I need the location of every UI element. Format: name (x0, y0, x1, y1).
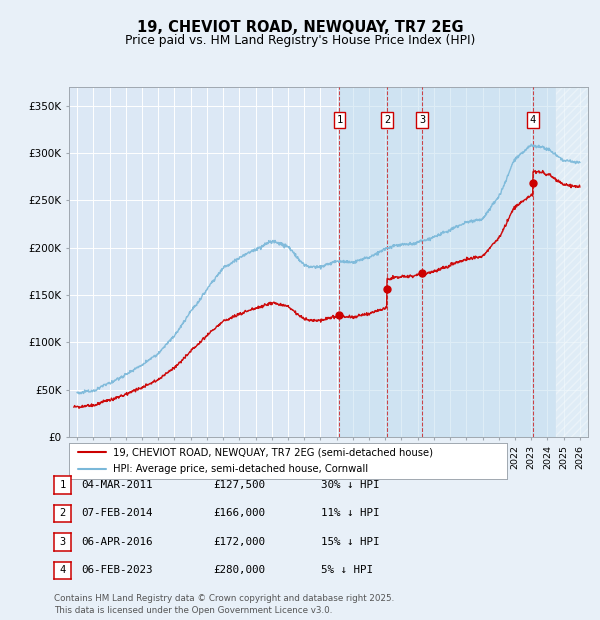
Text: 11% ↓ HPI: 11% ↓ HPI (321, 508, 380, 518)
Text: £172,000: £172,000 (213, 537, 265, 547)
Text: Price paid vs. HM Land Registry's House Price Index (HPI): Price paid vs. HM Land Registry's House … (125, 35, 475, 47)
Text: £166,000: £166,000 (213, 508, 265, 518)
Text: 5% ↓ HPI: 5% ↓ HPI (321, 565, 373, 575)
Text: 19, CHEVIOT ROAD, NEWQUAY, TR7 2EG (semi-detached house): 19, CHEVIOT ROAD, NEWQUAY, TR7 2EG (semi… (113, 448, 433, 458)
Text: 1: 1 (336, 115, 343, 125)
Text: £280,000: £280,000 (213, 565, 265, 575)
Text: 4: 4 (530, 115, 536, 125)
Text: 15% ↓ HPI: 15% ↓ HPI (321, 537, 380, 547)
Text: 4: 4 (59, 565, 65, 575)
Text: HPI: Average price, semi-detached house, Cornwall: HPI: Average price, semi-detached house,… (113, 464, 368, 474)
Text: 04-MAR-2011: 04-MAR-2011 (81, 480, 152, 490)
Text: 07-FEB-2014: 07-FEB-2014 (81, 508, 152, 518)
Text: 2: 2 (59, 508, 65, 518)
Text: 06-APR-2016: 06-APR-2016 (81, 537, 152, 547)
Text: 2: 2 (384, 115, 390, 125)
Text: 3: 3 (419, 115, 425, 125)
Bar (340, 87, 387, 437)
Bar (422, 87, 533, 437)
Bar (556, 87, 588, 437)
Text: 19, CHEVIOT ROAD, NEWQUAY, TR7 2EG: 19, CHEVIOT ROAD, NEWQUAY, TR7 2EG (137, 20, 463, 35)
Text: 30% ↓ HPI: 30% ↓ HPI (321, 480, 380, 490)
Bar (387, 87, 422, 437)
Text: 3: 3 (59, 537, 65, 547)
Text: Contains HM Land Registry data © Crown copyright and database right 2025.
This d: Contains HM Land Registry data © Crown c… (54, 594, 394, 615)
Text: £127,500: £127,500 (213, 480, 265, 490)
Bar (533, 87, 588, 437)
Text: 1: 1 (59, 480, 65, 490)
Text: 06-FEB-2023: 06-FEB-2023 (81, 565, 152, 575)
